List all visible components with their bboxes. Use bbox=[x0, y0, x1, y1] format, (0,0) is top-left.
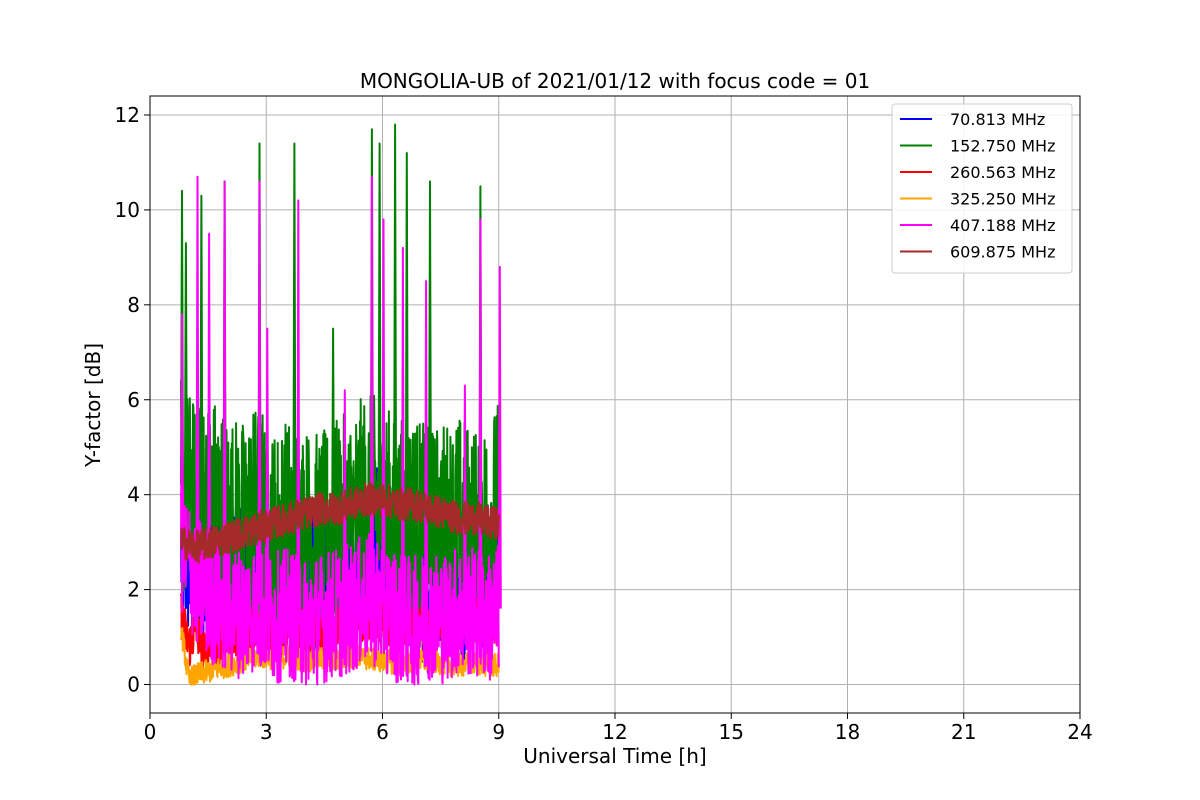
y-tick-label: 10 bbox=[115, 198, 140, 222]
legend: 70.813 MHz 152.750 MHz 260.563 MHz 325.250 … bbox=[891, 103, 1073, 274]
x-tick-label: 24 bbox=[1067, 720, 1092, 744]
legend-label: 325.250 MHz bbox=[950, 190, 1055, 209]
y-tick-label: 4 bbox=[127, 483, 140, 507]
series-lines bbox=[180, 123, 502, 686]
x-axis-label: Universal Time [h] bbox=[523, 744, 706, 768]
y-tick-label: 12 bbox=[115, 103, 140, 127]
legend-label: 407.188 MHz bbox=[950, 216, 1055, 235]
x-tick-label: 9 bbox=[492, 720, 505, 744]
y-tick-label: 0 bbox=[127, 673, 140, 697]
legend-box bbox=[891, 103, 1073, 274]
x-tick-label: 21 bbox=[951, 720, 976, 744]
x-tick-label: 6 bbox=[376, 720, 389, 744]
x-tick-label: 15 bbox=[719, 720, 744, 744]
legend-label: 152.750 MHz bbox=[950, 137, 1055, 156]
series-line-6 bbox=[180, 482, 500, 564]
y-tick-label: 6 bbox=[127, 388, 140, 412]
x-tick-label: 18 bbox=[835, 720, 860, 744]
legend-label: 70.813 MHz bbox=[950, 110, 1045, 129]
x-tick-label: 3 bbox=[260, 720, 273, 744]
chart-title: MONGOLIA-UB of 2021/01/12 with focus cod… bbox=[360, 69, 870, 93]
series-line-5 bbox=[180, 175, 502, 686]
legend-label: 609.875 MHz bbox=[950, 243, 1055, 262]
legend-label: 260.563 MHz bbox=[950, 163, 1055, 182]
y-tick-label: 8 bbox=[127, 293, 140, 317]
y-axis-label: Y-factor [dB] bbox=[81, 343, 105, 468]
x-tick-label: 12 bbox=[602, 720, 627, 744]
y-tick-label: 2 bbox=[127, 578, 140, 602]
x-tick-label: 0 bbox=[144, 720, 157, 744]
